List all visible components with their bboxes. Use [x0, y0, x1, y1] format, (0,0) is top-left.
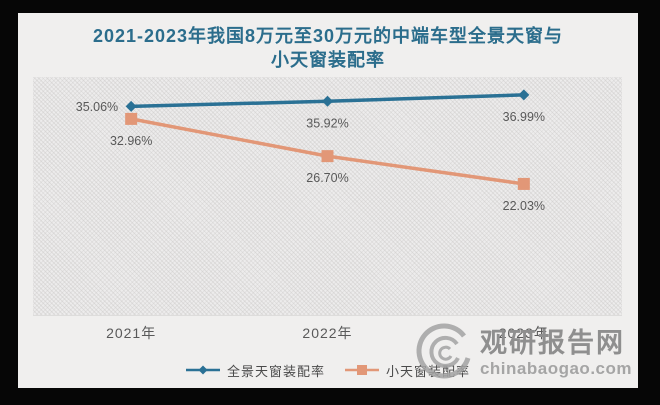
swirl-logo-icon — [416, 323, 471, 379]
svg-text:35.06%: 35.06% — [76, 100, 118, 114]
legend-marker-line-square-icon — [345, 365, 379, 375]
chart-title: 2021-2023年我国8万元至30万元的中端车型全景天窗与 小天窗装配率 — [18, 24, 638, 72]
watermark-text: 观研报告网 chinabaogao.com — [479, 327, 632, 378]
legend-marker-line-diamond-icon — [185, 365, 220, 375]
watermark-site-name: 观研报告网 — [479, 327, 625, 358]
legend-item-panoramic: 全景天窗装配率 — [185, 361, 325, 380]
legend-label-panoramic: 全景天窗装配率 — [226, 363, 325, 379]
chart-card: 2021-2023年我国8万元至30万元的中端车型全景天窗与 小天窗装配率 35… — [18, 13, 638, 388]
watermark-site-url: chinabaogao.com — [479, 358, 632, 378]
line-chart: 35.06% 35.92% 36.99% 32.96% 26.70% 22.03% — [76, 89, 545, 213]
svg-text:26.70%: 26.70% — [306, 171, 348, 185]
chart-title-line1: 2021-2023年我国8万元至30万元的中端车型全景天窗与 — [92, 26, 564, 46]
x-axis: 2021年 2022年 2023年 — [33, 323, 622, 343]
svg-text:35.92%: 35.92% — [306, 116, 348, 130]
svg-text:32.96%: 32.96% — [110, 134, 152, 148]
x-axis-label-2022: 2022年 — [302, 325, 353, 341]
x-axis-label-2021: 2021年 — [106, 325, 157, 341]
watermark: 观研报告网 chinabaogao.com — [412, 322, 632, 384]
plot-area: 35.06% 35.92% 36.99% 32.96% 26.70% 22.03% — [33, 77, 622, 316]
x-axis-label-2023: 2023年 — [498, 325, 549, 341]
svg-text:22.03%: 22.03% — [503, 199, 545, 213]
svg-text:36.99%: 36.99% — [503, 110, 545, 124]
chart-title-line2: 小天窗装配率 — [271, 50, 385, 70]
